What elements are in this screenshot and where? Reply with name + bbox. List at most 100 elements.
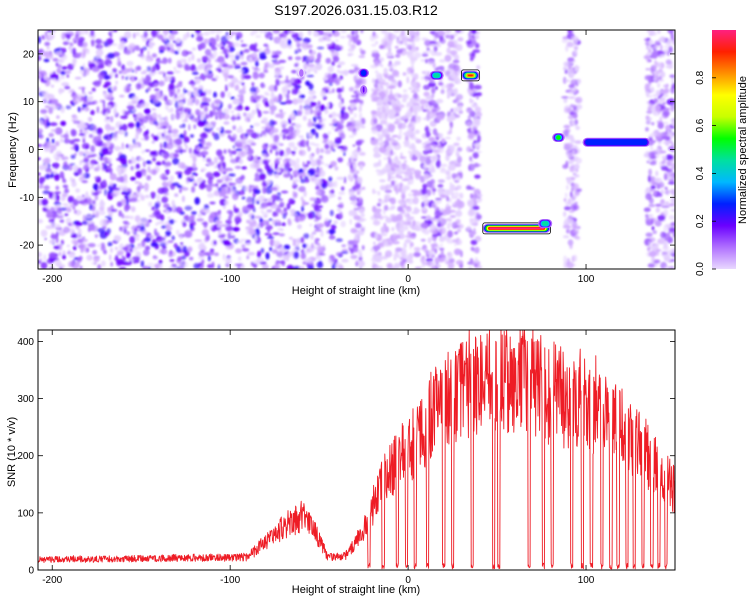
noise-speckle [324,218,329,221]
noise-speckle [65,30,72,35]
noise-speckle [230,110,234,114]
noise-speckle [269,37,273,41]
noise-speckle [266,220,269,228]
noise-speckle [154,202,160,210]
noise-speckle [407,253,413,261]
noise-speckle [166,43,175,48]
noise-speckle [53,171,58,174]
noise-speckle [188,124,191,131]
noise-speckle [353,112,357,118]
noise-speckle [72,138,81,142]
noise-speckle [436,113,445,121]
noise-speckle [476,65,481,70]
noise-speckle [38,144,43,147]
noise-speckle [79,160,82,166]
noise-speckle [466,121,473,128]
noise-speckle [226,255,231,260]
noise-speckle [288,141,295,148]
noise-speckle [566,176,572,185]
noise-speckle [95,38,103,45]
colorbar-scale [712,30,736,269]
noise-speckle [62,203,69,206]
noise-speckle [355,79,363,86]
noise-speckle [153,135,159,141]
noise-speckle [307,30,312,36]
noise-speckle [43,254,47,262]
noise-speckle [378,57,385,62]
noise-speckle [408,150,413,154]
noise-speckle [150,191,156,199]
noise-speckle [474,42,480,49]
noise-speckle [195,109,201,116]
noise-speckle [107,241,113,247]
noise-speckle [262,30,267,34]
noise-speckle [238,142,243,147]
noise-speckle [159,242,166,247]
noise-speckle [647,46,653,50]
noise-speckle [338,191,346,195]
noise-speckle [215,30,223,34]
noise-speckle [230,117,238,120]
noise-speckle [130,176,136,181]
noise-speckle [375,41,379,45]
noise-speckle [471,103,479,108]
noise-speckle [85,130,89,134]
noise-speckle [307,264,315,269]
noise-speckle [314,178,323,186]
noise-speckle [274,163,279,171]
noise-speckle [216,127,222,131]
noise-speckle [380,226,386,234]
noise-speckle [568,114,574,120]
noise-speckle [270,91,275,99]
noise-speckle [213,240,217,246]
noise-speckle [157,34,164,40]
noise-speckle [70,233,79,239]
noise-speckle [665,189,670,195]
noise-speckle [79,128,84,134]
noise-speckle [652,72,655,80]
noise-speckle [665,65,671,69]
noise-speckle [145,114,153,120]
noise-speckle [220,224,228,227]
noise-speckle [91,262,97,265]
noise-speckle [276,72,279,78]
noise-speckle [97,154,100,162]
noise-speckle [670,222,675,227]
noise-speckle [241,244,246,249]
noise-speckle [177,64,184,68]
noise-speckle [116,61,122,66]
noise-speckle [380,232,388,237]
noise-speckle [291,82,296,87]
noise-speckle [135,31,140,37]
noise-speckle [181,255,187,260]
noise-speckle [183,214,190,222]
noise-speckle [296,97,303,104]
noise-speckle [411,64,414,70]
noise-speckle [262,111,270,114]
noise-speckle [663,84,669,88]
noise-speckle [306,139,309,148]
noise-speckle [84,107,90,112]
noise-speckle [400,170,406,174]
noise-speckle [135,170,143,179]
noise-speckle [222,175,229,179]
noise-speckle [654,40,661,46]
noise-speckle [664,186,668,190]
noise-speckle [137,53,144,57]
noise-speckle [132,32,136,39]
noise-speckle [101,147,109,155]
noise-speckle [42,158,50,164]
noise-speckle [372,220,381,226]
noise-speckle [289,209,296,214]
noise-speckle [384,193,391,201]
noise-speckle [301,205,304,213]
noise-speckle [302,167,308,171]
noise-speckle [375,73,383,80]
noise-speckle [213,132,220,141]
noise-speckle [291,69,297,74]
noise-speckle [294,50,299,54]
noise-speckle [118,266,127,269]
noise-speckle [218,234,226,239]
noise-speckle [213,161,219,164]
noise-speckle [660,165,669,171]
